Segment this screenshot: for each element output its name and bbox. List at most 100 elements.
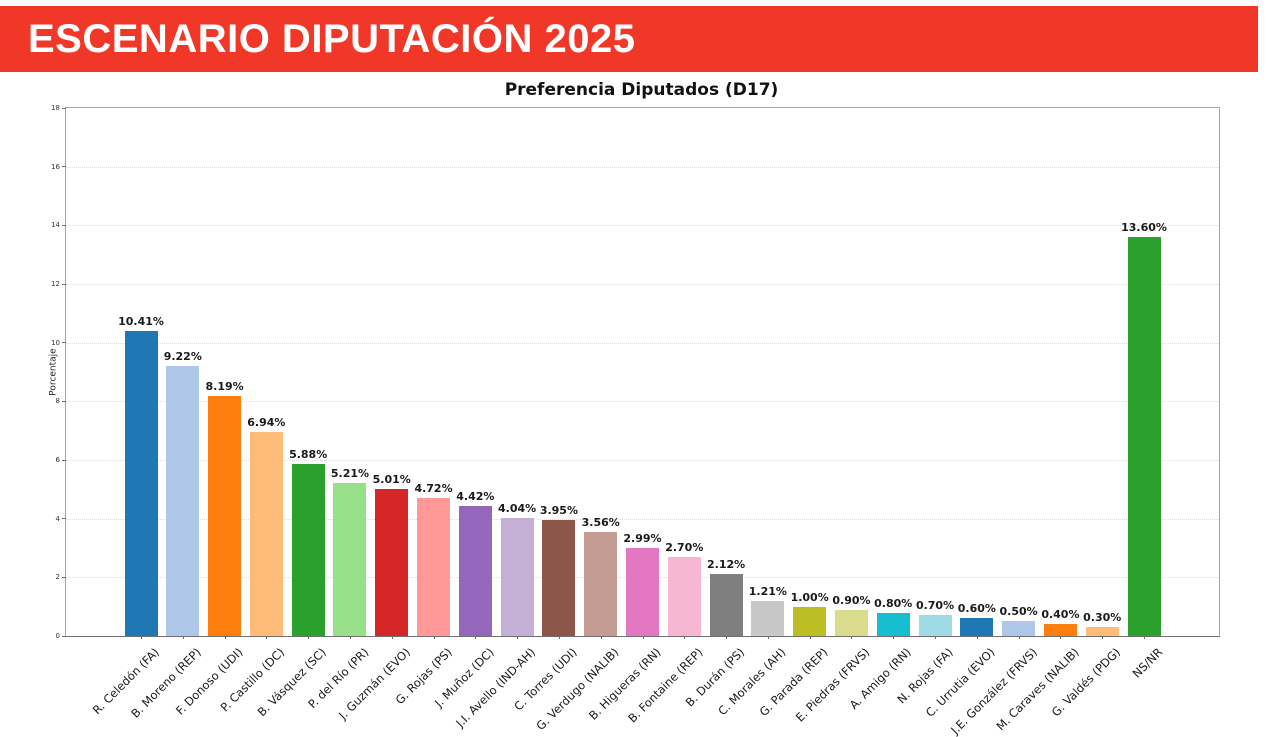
bar — [1043, 624, 1077, 636]
banner-title: ESCENARIO DIPUTACIÓN 2025 — [28, 16, 636, 61]
y-tick-mark — [62, 400, 66, 402]
y-tick-label: 12 — [51, 280, 60, 288]
bar — [375, 489, 409, 636]
y-tick-label: 6 — [55, 456, 60, 464]
x-tick-mark — [767, 636, 769, 639]
bar-value-label: 3.56% — [581, 515, 620, 529]
x-tick-mark — [600, 636, 602, 639]
bar — [876, 612, 910, 636]
bar — [458, 506, 492, 636]
bar — [542, 520, 576, 636]
bar — [417, 497, 451, 636]
y-tick-label: 14 — [51, 221, 60, 230]
bar-value-label: 5.01% — [372, 473, 411, 487]
bar-value-label: 0.70% — [915, 599, 955, 613]
bar-value-label: 1.00% — [790, 590, 829, 604]
x-tick-mark — [349, 636, 351, 639]
x-tick-label: NS/NR — [1129, 645, 1165, 681]
bar — [166, 365, 200, 636]
x-tick-mark — [976, 636, 978, 639]
x-tick-mark — [558, 636, 560, 639]
chart-area: Preferencia Diputados (D17) Porcentaje 0… — [0, 72, 1270, 737]
bar-value-label: 4.04% — [498, 501, 537, 515]
x-tick-mark — [517, 636, 519, 639]
bar-value-label: 3.95% — [539, 504, 578, 518]
bar — [500, 517, 534, 636]
y-axis-label-wrap: Porcentaje — [48, 108, 60, 636]
x-tick-mark — [141, 636, 142, 639]
y-tick-mark — [62, 342, 66, 344]
x-tick-mark — [809, 636, 811, 639]
x-tick-mark — [893, 636, 895, 639]
y-tick-mark — [62, 224, 66, 226]
plot-area: Porcentaje 0 2 4 6 8 10 12 14 16 18 10.41% R. Celed… — [49, 104, 1220, 737]
bar-value-label: 10.41% — [118, 314, 164, 328]
chart-title: Preferencia Diputados (D17) — [504, 80, 779, 100]
x-tick-mark — [224, 636, 226, 639]
y-tick-mark — [62, 459, 66, 461]
x-tick-mark — [1144, 636, 1145, 639]
bar — [918, 615, 952, 636]
y-tick-mark — [62, 283, 66, 285]
x-tick-mark — [308, 636, 310, 639]
x-tick-mark — [935, 636, 937, 639]
x-tick-mark — [1102, 636, 1104, 639]
bar — [751, 600, 785, 636]
bar-value-label: 2.12% — [706, 557, 746, 571]
bar — [1085, 627, 1119, 636]
gridline — [66, 284, 1219, 285]
bar-value-label: 4.72% — [414, 481, 453, 495]
bar-value-label: 2.99% — [623, 532, 662, 546]
y-tick-label: 16 — [51, 162, 60, 171]
y-tick-label: 10 — [51, 338, 60, 347]
x-tick-mark — [1018, 636, 1020, 639]
x-tick-label: J.I. Avello (IND-AH) — [453, 645, 539, 730]
bar-value-label: 0.80% — [874, 596, 913, 610]
bar-value-label: 0.90% — [832, 593, 871, 607]
bar-value-label: 5.21% — [330, 467, 370, 481]
y-tick-label: 8 — [55, 397, 60, 406]
gridline — [66, 460, 1219, 461]
y-tick-label: 0 — [55, 632, 60, 640]
bar — [709, 573, 743, 636]
x-tick-mark — [433, 636, 435, 639]
gridline — [66, 342, 1219, 344]
y-tick-mark — [62, 635, 66, 637]
y-tick-label: 2 — [55, 573, 60, 582]
bar — [834, 609, 868, 636]
bar — [960, 618, 994, 636]
bar — [667, 556, 701, 636]
x-tick-label: E. Piedras (FRVS) — [792, 645, 873, 725]
bar — [333, 483, 367, 636]
gridline — [66, 401, 1219, 403]
gridline — [66, 166, 1219, 168]
y-tick-mark — [62, 576, 66, 578]
x-tick-mark — [391, 636, 393, 639]
header-banner: ESCENARIO DIPUTACIÓN 2025 — [0, 6, 1258, 72]
bar — [1002, 621, 1036, 636]
y-tick-mark — [62, 166, 66, 168]
bar-value-label: 2.70% — [665, 540, 704, 554]
y-tick-label: 4 — [55, 514, 60, 523]
bar — [249, 432, 283, 636]
bar — [1127, 237, 1161, 636]
bar-value-label: 6.94% — [247, 416, 286, 430]
bar — [291, 463, 325, 636]
gridline — [66, 518, 1219, 520]
bar — [208, 395, 242, 636]
bar — [584, 531, 618, 636]
x-tick-mark — [266, 636, 268, 639]
x-tick-mark — [642, 636, 644, 639]
bar-value-label: 0.60% — [957, 602, 996, 616]
x-tick-label: J. Guzmán (EVO) — [335, 645, 413, 723]
y-tick-mark — [62, 518, 66, 520]
bar-value-label: 0.50% — [999, 605, 1038, 619]
page-root: { "banner": { "title": "ESCENARIO DIPUTA… — [0, 6, 1270, 737]
x-tick-label: B. Fontaine (REP) — [624, 645, 706, 726]
bar-value-label: 5.88% — [289, 447, 328, 461]
bar-value-label: 1.21% — [748, 584, 787, 598]
bar-value-label: 0.30% — [1083, 611, 1122, 625]
bar-value-label: 4.42% — [456, 490, 495, 504]
gridline — [66, 225, 1219, 227]
bar-value-label: 9.22% — [163, 349, 202, 363]
